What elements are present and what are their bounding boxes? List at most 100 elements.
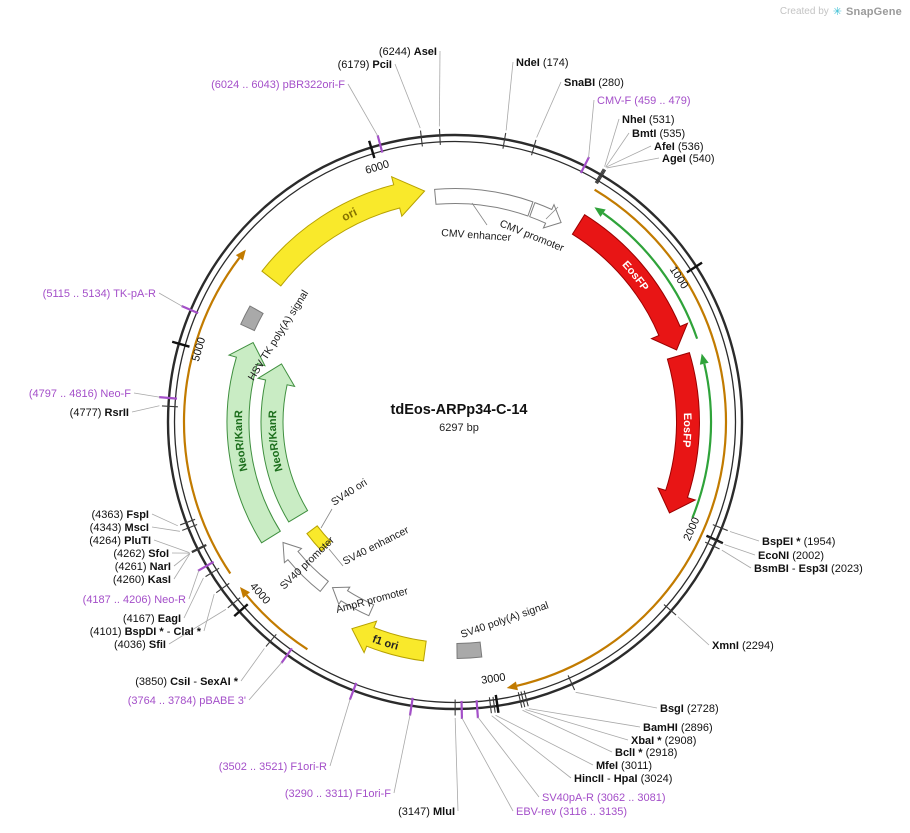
leader-line-f1ori-r (330, 699, 350, 766)
position-label-1000: 1000 (667, 264, 690, 291)
site-label-bspdi-clai[interactable]: (4101) BspDI * - ClaI * (90, 626, 202, 638)
position-tick-5000 (172, 342, 189, 347)
site-label-ebv-rev[interactable]: EBV-rev (3116 .. 3135) (516, 806, 627, 818)
site-label-cmv-f[interactable]: CMV-F (459 .. 479) (597, 95, 691, 107)
site-label-f1ori-r[interactable]: (3502 .. 3521) F1ori-R (219, 761, 327, 773)
leader-line-neo-f (134, 393, 160, 397)
leader-line-pbabe-3 (249, 662, 282, 700)
site-label-neo-f[interactable]: (4797 .. 4816) Neo-F (29, 388, 131, 400)
position-label-3000: 3000 (480, 671, 506, 686)
site-label-econi[interactable]: EcoNI (2002) (758, 550, 824, 562)
snapgene-logo-icon: ✳ (833, 5, 842, 18)
site-tick-neo-f (159, 397, 177, 399)
position-tick-3000 (496, 695, 499, 713)
site-label-afei[interactable]: AfeI (536) (654, 141, 704, 153)
feature-label-eosfp-2[interactable]: EosFP (680, 413, 693, 448)
site-label-bspei[interactable]: BspEI * (1954) (762, 536, 835, 548)
site-label-bcli[interactable]: BclI * (2918) (615, 747, 677, 759)
site-label-tk-pa-r[interactable]: (5115 .. 5134) TK-pA-R (43, 288, 156, 300)
leader-line-ndei (506, 62, 513, 130)
created-by-text: Created by (780, 6, 829, 17)
site-label-f1ori-f[interactable]: (3290 .. 3311) F1ori-F (285, 788, 391, 800)
sv40-ori-label[interactable]: SV40 ori (329, 477, 369, 509)
leader-line-bamhi (529, 709, 640, 727)
leader-line-kasi (174, 554, 190, 579)
position-label-5000: 5000 (190, 336, 208, 363)
leader-line-ebv-rev (462, 718, 513, 811)
site-label-kasi[interactable]: (4260) KasI (113, 574, 171, 586)
orf-arc-green-2-head (700, 354, 709, 365)
feature-sv40-polya-signal[interactable] (457, 642, 482, 658)
site-label-csii-sexai[interactable]: (3850) CsiI - SexAI * (135, 676, 238, 688)
position-label-4000: 4000 (247, 581, 272, 607)
sv40-enhancer-label[interactable]: SV40 enhancer (341, 524, 411, 568)
leader-line-nari (174, 553, 190, 566)
site-label-bmti[interactable]: BmtI (535) (632, 128, 685, 140)
site-label-pcii[interactable]: (6179) PciI (338, 59, 392, 71)
leader-line-msci (152, 527, 180, 531)
feature-eosfp-2[interactable] (658, 353, 699, 513)
leader-line-csii-sexai (241, 648, 264, 681)
leader-line-nhei (605, 119, 619, 167)
leader-line-sv40-ori-label (321, 509, 332, 528)
site-label-msci[interactable]: (4343) MscI (90, 522, 149, 534)
site-label-pluti[interactable]: (4264) PluTI (89, 535, 151, 547)
leader-line-fspi (152, 514, 178, 526)
site-label-sv40pa-r[interactable]: SV40pA-R (3062 .. 3081) (542, 792, 666, 804)
feature-cmv-promoter[interactable] (530, 203, 561, 228)
feature-neor-kanr-inner[interactable] (258, 364, 308, 522)
site-label-snabi[interactable]: SnaBI (280) (564, 77, 624, 89)
leader-line-cmv-f (589, 100, 594, 158)
leader-line-xmni (678, 617, 709, 645)
position-tick-6000 (369, 141, 374, 158)
leader-line-bsmbi-esp3i (722, 550, 751, 568)
site-label-rsrii[interactable]: (4777) RsrII (70, 407, 129, 419)
feature-cmv-enhancer[interactable] (435, 189, 533, 216)
plasmid-size: 6297 bp (439, 422, 479, 434)
site-label-asei[interactable]: (6244) AseI (379, 46, 437, 58)
site-label-bsgi[interactable]: BsgI (2728) (660, 703, 719, 715)
leader-line-bsgi (576, 692, 657, 708)
site-label-eagi[interactable]: (4167) EagI (123, 613, 181, 625)
site-label-sfii[interactable]: (4036) SfiI (114, 639, 166, 651)
leader-line-f1ori-f (394, 715, 410, 793)
site-label-sfoi[interactable]: (4262) SfoI (113, 548, 169, 560)
site-label-ndei[interactable]: NdeI (174) (516, 57, 569, 69)
leader-line-pcii (395, 64, 420, 128)
site-label-neo-r[interactable]: (4187 .. 4206) Neo-R (83, 594, 186, 606)
site-label-mlui[interactable]: (3147) MluI (398, 806, 455, 818)
site-label-nari[interactable]: (4261) NarI (115, 561, 171, 573)
plasmid-name: tdEos-ARPp34-C-14 (391, 402, 528, 418)
site-label-bsmbi-esp3i[interactable]: BsmBI - Esp3I (2023) (754, 563, 863, 575)
site-label-pbr322ori-f[interactable]: (6024 .. 6043) pBR322ori-F (211, 79, 345, 91)
leader-line-mfei (496, 715, 593, 765)
leader-line-hincii-hpai (492, 716, 571, 778)
site-label-pbabe-3[interactable]: (3764 .. 3784) pBABE 3' (128, 695, 246, 707)
leader-line-pbr322ori-f (348, 84, 378, 136)
sv40-polya-label[interactable]: SV40 poly(A) signal (459, 599, 550, 640)
leader-line-econi (724, 545, 755, 555)
leader-line-bspdi-clai (204, 594, 214, 631)
site-tick-f1ori-f (410, 698, 413, 716)
site-label-hincii-hpai[interactable]: HincII - HpaI (3024) (574, 773, 672, 785)
site-label-nhei[interactable]: NheI (531) (622, 114, 675, 126)
leader-line-bspei (730, 531, 759, 541)
leader-line-tk-pa-r (159, 293, 182, 306)
site-label-xbai[interactable]: XbaI * (2908) (631, 735, 696, 747)
position-label-6000: 6000 (364, 158, 391, 177)
leader-line-cmv-enhancer-label (472, 203, 487, 225)
site-label-agei[interactable]: AgeI (540) (662, 153, 715, 165)
feature-hsv-tk-polya-signal[interactable] (241, 306, 263, 331)
site-label-bamhi[interactable]: BamHI (2896) (643, 722, 713, 734)
site-label-fspi[interactable]: (4363) FspI (92, 509, 149, 521)
site-label-mfei[interactable]: MfeI (3011) (596, 760, 652, 772)
leader-line-eagi (184, 578, 203, 618)
site-label-xmni[interactable]: XmnI (2294) (712, 640, 774, 652)
snapgene-brand-text: SnapGene (846, 6, 902, 18)
leader-line-rsrii (132, 406, 159, 412)
orf-arc-orange-right-head (507, 681, 518, 690)
sv40-promoter-label[interactable]: SV40 promoter (278, 534, 337, 592)
feature-ori[interactable] (262, 177, 425, 286)
